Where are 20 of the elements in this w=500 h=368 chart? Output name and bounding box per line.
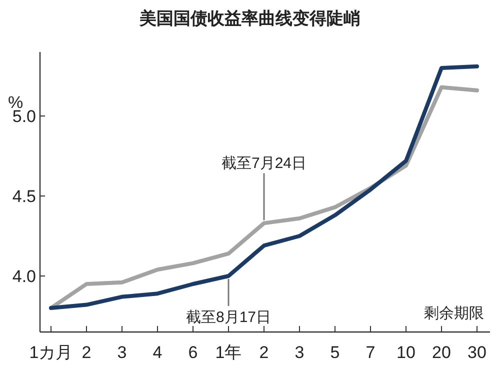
x-tick-label: 4 bbox=[152, 343, 162, 362]
x-tick-label: 7 bbox=[366, 343, 376, 362]
x-tick-label: 5 bbox=[330, 343, 340, 362]
y-tick-label: 5.0 bbox=[12, 107, 36, 126]
x-tick-label: 20 bbox=[432, 343, 451, 362]
y-tick-label: 4.5 bbox=[12, 187, 36, 206]
x-axis-title: 剩余期限 bbox=[424, 305, 484, 322]
chart-title: 美国国债收益率曲线变得陡峭 bbox=[138, 9, 360, 28]
x-tick-label: 3 bbox=[117, 343, 127, 362]
x-tick-label: 2 bbox=[259, 343, 269, 362]
series-label: 截至8月17日 bbox=[186, 309, 272, 326]
x-tick-label: 6 bbox=[188, 343, 198, 362]
x-tick-label: 3 bbox=[294, 343, 304, 362]
text: 截至7月24日 bbox=[221, 155, 307, 172]
y-tick-label: 4.0 bbox=[12, 267, 36, 286]
x-tick-label: 30 bbox=[468, 343, 486, 362]
x-tick-label: 2 bbox=[82, 343, 92, 362]
x-tick-label: 1カ月 bbox=[29, 343, 73, 362]
x-tick-label: 10 bbox=[396, 343, 416, 362]
x-tick-label: 1年 bbox=[215, 343, 242, 362]
